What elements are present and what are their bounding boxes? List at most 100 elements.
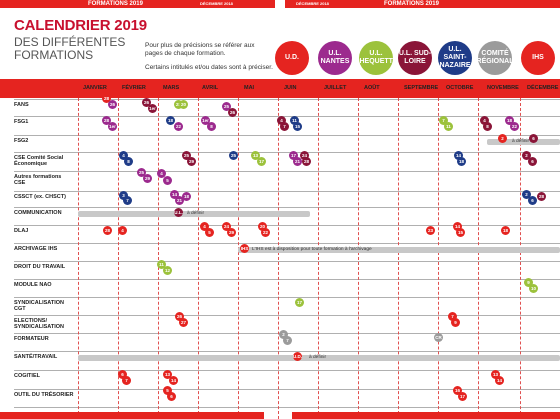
period-bar-label: à définir — [309, 355, 327, 360]
date-marker: 8 — [483, 122, 492, 131]
date-marker: 8 — [124, 157, 133, 166]
date-marker: 2 — [522, 190, 531, 199]
row-divider — [14, 207, 560, 208]
date-marker: 26 — [228, 108, 237, 117]
date-marker: 4 — [119, 151, 128, 160]
date-marker: 13 — [163, 370, 172, 379]
month-label: JANVIER — [83, 85, 107, 91]
date-marker: 29 — [187, 157, 196, 166]
period-bar-label: à définir — [512, 139, 530, 144]
page-title: CALENDRIER 2019 — [14, 17, 147, 34]
date-marker: 11 — [157, 260, 166, 269]
date-marker: 18 — [182, 192, 191, 201]
date-marker: IHS — [240, 244, 249, 253]
date-marker: 6 — [528, 157, 537, 166]
date-marker: 11 — [444, 122, 453, 131]
row-label: FSG2 — [14, 138, 29, 144]
month-label: MARS — [163, 85, 180, 91]
row-divider — [14, 389, 560, 390]
month-header-band — [0, 79, 560, 98]
date-marker: 14 — [453, 222, 462, 231]
date-marker: 4 — [480, 116, 489, 125]
date-marker: 22 — [510, 122, 519, 131]
month-label: JUILLET — [324, 85, 347, 91]
date-marker: 25 — [229, 151, 238, 160]
date-marker: 18 — [505, 116, 514, 125]
date-marker: 22 — [174, 122, 183, 131]
row-label: CSSCT (ex. CHSCT) — [14, 194, 66, 200]
date-marker: 14 — [169, 376, 178, 385]
period-bar-label: L'IHS est à disposition pour toute forma… — [252, 247, 372, 252]
footer-band-right — [292, 412, 560, 419]
note-text: Pour plus de précisions se référer aux p… — [145, 42, 255, 57]
row-label: SYNDICALISATION CGT — [14, 300, 65, 312]
date-marker: 28 — [174, 100, 183, 109]
date-marker: 25 — [137, 168, 146, 177]
month-divider — [118, 98, 119, 419]
month-divider — [358, 98, 359, 419]
row-label: DROIT DU TRAVAIL — [14, 264, 66, 270]
date-marker: 21 — [175, 196, 184, 205]
date-marker: 8 — [207, 122, 216, 131]
period-bar — [487, 139, 560, 145]
date-marker: 5 — [163, 386, 172, 395]
month-divider — [158, 98, 159, 419]
date-marker: 26 — [108, 100, 117, 109]
date-marker: 1er — [148, 104, 157, 113]
header-right-small: DÉCEMBRE 2018 — [296, 1, 329, 6]
row-divider — [14, 407, 560, 408]
date-marker: 1er — [108, 122, 117, 131]
header-left-small: DÉCEMBRE 2018 — [200, 1, 233, 6]
row-divider — [14, 315, 560, 316]
date-marker: 4 — [157, 169, 166, 178]
legend-item: COMITÉ RÉGIONAL — [477, 41, 513, 75]
date-marker: 2 — [522, 151, 531, 160]
date-marker: 17 — [295, 298, 304, 307]
date-marker: 17 — [289, 151, 298, 160]
row-divider — [14, 243, 560, 244]
date-marker: 26 — [142, 98, 151, 107]
date-marker: 7 — [439, 116, 448, 125]
date-marker: CR — [434, 333, 443, 342]
date-marker: 25 — [182, 151, 191, 160]
date-marker: 29 — [227, 228, 236, 237]
row-divider — [14, 152, 560, 153]
legend-item: U.L. SUD-LOIRE — [398, 41, 432, 75]
row-label: MODULE NAO — [14, 282, 52, 288]
period-bar — [78, 355, 560, 361]
date-marker: 24 — [300, 151, 309, 160]
row-divider — [14, 116, 560, 117]
footer-band-left — [0, 412, 264, 419]
month-divider — [318, 98, 319, 419]
row-divider — [14, 225, 560, 226]
month-label: FÉVRIER — [122, 85, 146, 91]
month-label: OCTOBRE — [446, 85, 474, 91]
period-bar — [238, 247, 560, 253]
month-divider — [278, 98, 279, 419]
date-marker: U.L. — [174, 208, 183, 217]
top-strip: FORMATIONS 2019 DÉCEMBRE 2018 DÉCEMBRE 2… — [0, 0, 560, 8]
date-marker: 14 — [495, 376, 504, 385]
row-label: Autres formations CSE — [14, 174, 62, 186]
month-label: JUIN — [284, 85, 297, 91]
date-marker: 14 — [454, 151, 463, 160]
date-marker: 4 — [118, 226, 127, 235]
date-marker: 7 — [280, 122, 289, 131]
period-bar-label: à définir — [187, 211, 205, 216]
date-marker: 28 — [102, 94, 111, 103]
date-marker: 4 — [277, 116, 286, 125]
date-marker: 7 — [122, 376, 131, 385]
row-divider — [14, 191, 560, 192]
row-divider — [14, 370, 560, 371]
row-label: COMMUNICATION — [14, 210, 62, 216]
date-marker: 6 — [118, 370, 127, 379]
date-marker: 2 — [279, 330, 288, 339]
date-marker: 5 — [163, 176, 172, 185]
month-label: SEPTEMBRE — [404, 85, 439, 91]
month-label: DÉCEMBRE — [527, 85, 559, 91]
date-marker: 16 — [453, 386, 462, 395]
date-marker: 6 — [529, 134, 538, 143]
date-marker: 11 — [290, 116, 299, 125]
date-marker: 7 — [123, 196, 132, 205]
date-marker: 18 — [166, 116, 175, 125]
